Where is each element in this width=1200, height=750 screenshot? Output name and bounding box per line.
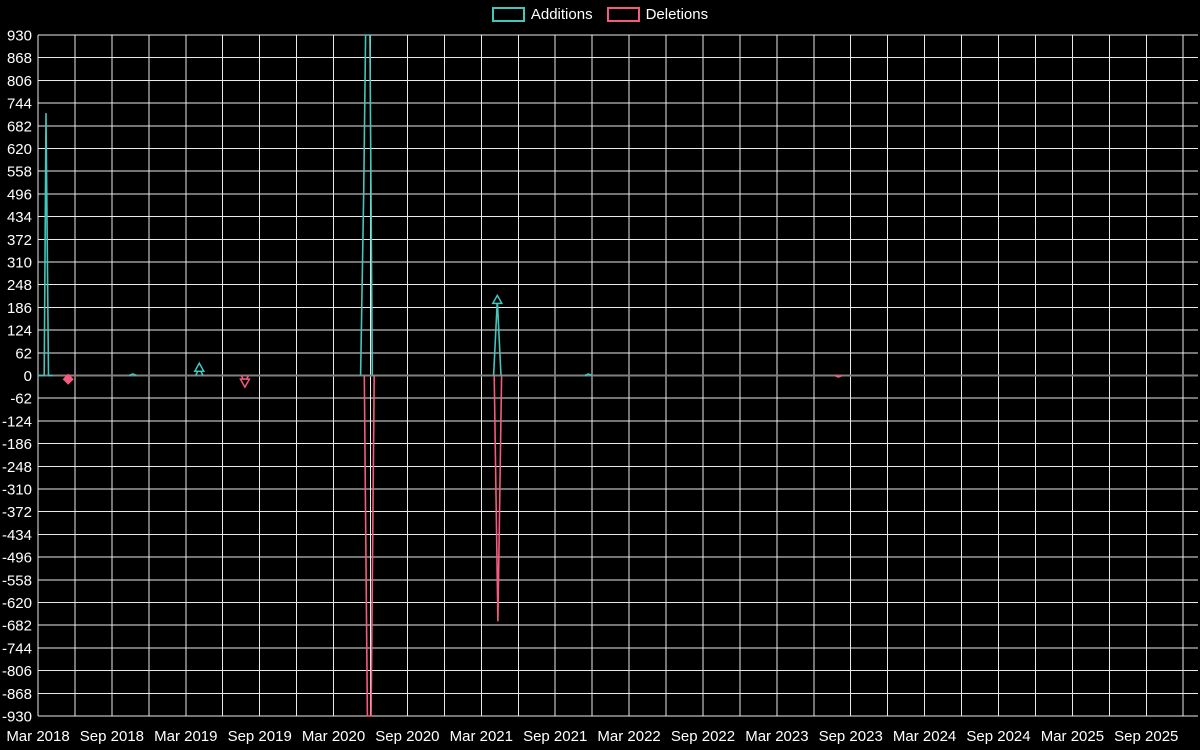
legend-item-deletions[interactable]: Deletions bbox=[606, 6, 709, 23]
svg-text:806: 806 bbox=[7, 73, 32, 90]
svg-text:Sep 2022: Sep 2022 bbox=[671, 728, 735, 745]
svg-text:620: 620 bbox=[7, 141, 32, 158]
svg-text:62: 62 bbox=[15, 345, 32, 362]
svg-text:Mar 2020: Mar 2020 bbox=[302, 728, 365, 745]
svg-text:-620: -620 bbox=[2, 595, 32, 612]
svg-text:Sep 2025: Sep 2025 bbox=[1114, 728, 1178, 745]
additions-swatch-icon bbox=[491, 7, 525, 22]
svg-text:-496: -496 bbox=[2, 550, 32, 567]
svg-text:930: 930 bbox=[7, 28, 32, 45]
svg-text:310: 310 bbox=[7, 255, 32, 272]
svg-text:Sep 2024: Sep 2024 bbox=[966, 728, 1030, 745]
svg-text:Mar 2023: Mar 2023 bbox=[745, 728, 808, 745]
svg-text:Sep 2023: Sep 2023 bbox=[819, 728, 883, 745]
svg-text:248: 248 bbox=[7, 277, 32, 294]
svg-text:-930: -930 bbox=[2, 709, 32, 726]
svg-text:372: 372 bbox=[7, 232, 32, 249]
svg-text:496: 496 bbox=[7, 186, 32, 203]
svg-text:Mar 2018: Mar 2018 bbox=[6, 728, 69, 745]
additions-legend-label: Additions bbox=[530, 6, 593, 23]
svg-text:-744: -744 bbox=[2, 640, 32, 657]
svg-text:-868: -868 bbox=[2, 686, 32, 703]
svg-text:Mar 2021: Mar 2021 bbox=[450, 728, 513, 745]
legend-item-additions[interactable]: Additions bbox=[491, 6, 593, 23]
svg-text:Sep 2021: Sep 2021 bbox=[523, 728, 587, 745]
svg-text:744: 744 bbox=[7, 96, 32, 113]
svg-text:-124: -124 bbox=[2, 413, 32, 430]
svg-text:Sep 2018: Sep 2018 bbox=[80, 728, 144, 745]
series-lines bbox=[38, 34, 843, 717]
svg-text:Mar 2024: Mar 2024 bbox=[893, 728, 956, 745]
svg-text:-62: -62 bbox=[10, 391, 32, 408]
chart-legend: Additions Deletions bbox=[0, 7, 1200, 22]
deletions-legend-label: Deletions bbox=[645, 6, 709, 23]
y-tick-labels: 9308688067446826205584964343723102481861… bbox=[2, 28, 32, 726]
svg-text:-248: -248 bbox=[2, 459, 32, 476]
svg-text:868: 868 bbox=[7, 50, 32, 67]
svg-text:-558: -558 bbox=[2, 572, 32, 589]
svg-text:Sep 2020: Sep 2020 bbox=[375, 728, 439, 745]
svg-text:186: 186 bbox=[7, 300, 32, 317]
svg-text:Sep 2019: Sep 2019 bbox=[228, 728, 292, 745]
svg-text:682: 682 bbox=[7, 118, 32, 135]
x-tick-labels: Mar 2018 Sep 2018 Mar 2019 Sep 2019 Mar 2020… bbox=[6, 728, 1178, 745]
series-markers bbox=[62, 293, 504, 389]
svg-text:434: 434 bbox=[7, 209, 32, 226]
svg-text:-682: -682 bbox=[2, 618, 32, 635]
svg-text:558: 558 bbox=[7, 164, 32, 181]
svg-text:Mar 2019: Mar 2019 bbox=[154, 728, 217, 745]
svg-text:-310: -310 bbox=[2, 482, 32, 499]
svg-text:Mar 2022: Mar 2022 bbox=[597, 728, 660, 745]
svg-text:-372: -372 bbox=[2, 504, 32, 521]
svg-text:124: 124 bbox=[7, 323, 32, 340]
svg-text:0: 0 bbox=[24, 368, 32, 385]
svg-text:-186: -186 bbox=[2, 436, 32, 453]
svg-text:-434: -434 bbox=[2, 527, 32, 544]
deletions-swatch-icon bbox=[606, 7, 640, 22]
svg-text:Mar 2025: Mar 2025 bbox=[1041, 728, 1104, 745]
svg-text:-806: -806 bbox=[2, 663, 32, 680]
